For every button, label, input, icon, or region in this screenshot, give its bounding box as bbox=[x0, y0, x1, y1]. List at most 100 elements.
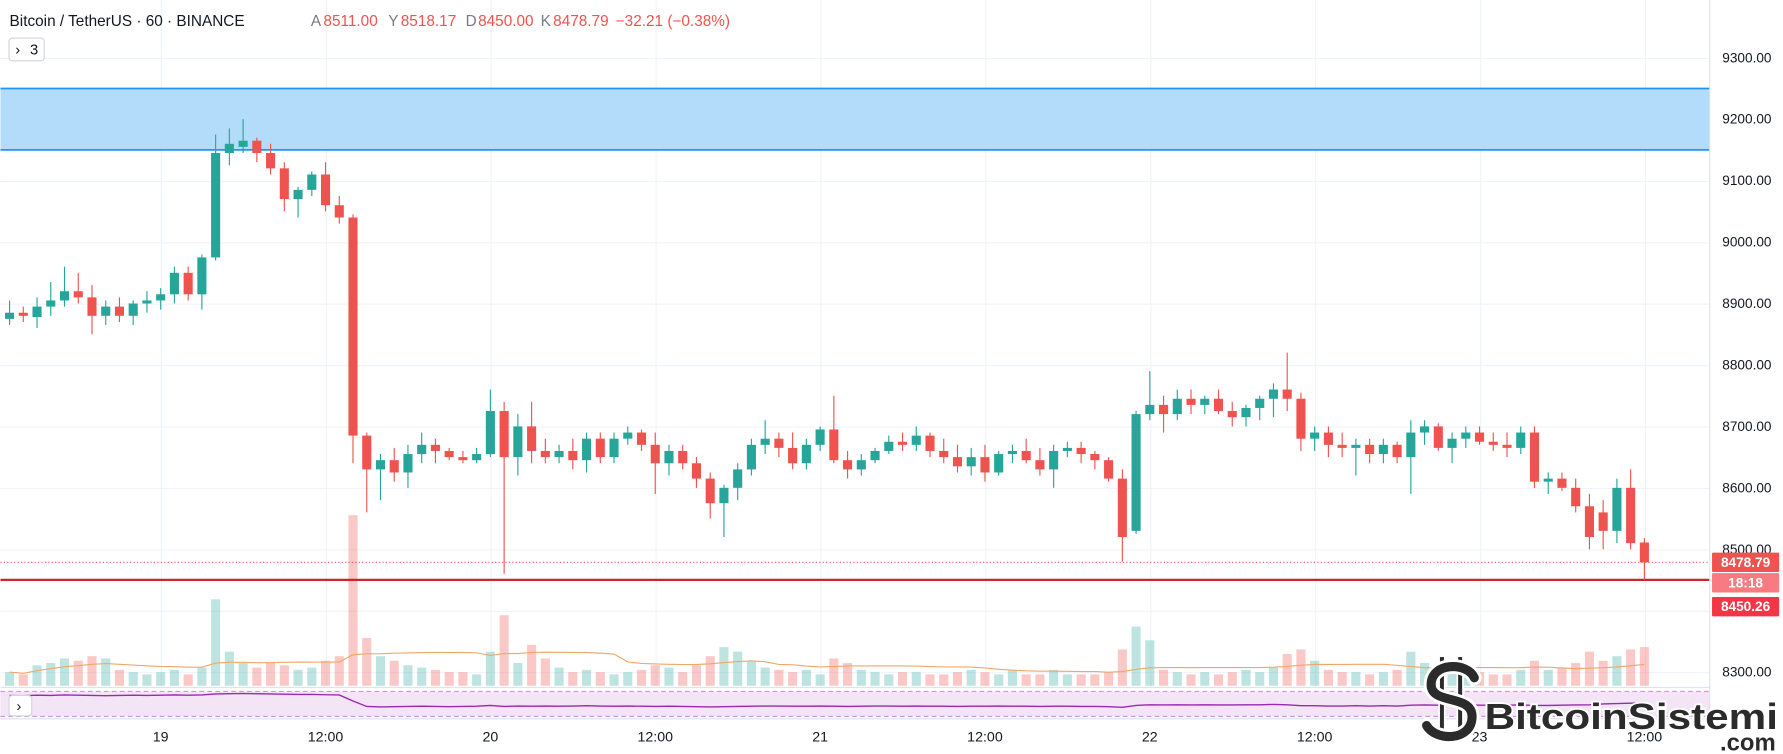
candle-body bbox=[1159, 404, 1169, 415]
close-label: K bbox=[541, 13, 552, 30]
volume-bar bbox=[1310, 660, 1320, 686]
indicator-band bbox=[0, 691, 1710, 717]
volume-bar bbox=[1021, 674, 1031, 686]
price-lines[interactable] bbox=[0, 561, 1710, 581]
symbol-legend[interactable]: Bitcoin / TetherUS · 60 · BINANCE A 8511… bbox=[10, 13, 730, 30]
price-tick-label: 8700.00 bbox=[1722, 419, 1772, 434]
volume-bar bbox=[1296, 649, 1306, 686]
candle-body bbox=[1131, 414, 1141, 531]
candle-body bbox=[1543, 478, 1553, 482]
candle-body bbox=[746, 444, 756, 470]
candle-body bbox=[939, 450, 949, 458]
candle-body bbox=[870, 450, 880, 461]
resistance-zone-fill[interactable] bbox=[0, 88, 1710, 150]
candle-body bbox=[458, 457, 468, 461]
candle bbox=[458, 450, 468, 464]
volume-bar bbox=[430, 669, 440, 686]
candle bbox=[114, 297, 125, 322]
candle-body bbox=[925, 435, 935, 451]
candle bbox=[1186, 389, 1196, 415]
volume-bar bbox=[705, 656, 715, 686]
candle bbox=[966, 447, 976, 476]
volume-bar bbox=[1007, 669, 1017, 686]
price-axis[interactable] bbox=[1709, 0, 1783, 754]
volume-bar bbox=[197, 667, 207, 686]
price-tick-label: 9200.00 bbox=[1722, 112, 1772, 127]
candle-body bbox=[1557, 478, 1567, 488]
indicator-pane[interactable] bbox=[0, 690, 1710, 718]
volume-bar bbox=[362, 638, 372, 686]
candle-body bbox=[238, 140, 248, 147]
candle bbox=[403, 444, 413, 488]
low-value: 8450.00 bbox=[478, 13, 533, 30]
candle bbox=[1447, 432, 1457, 464]
price-tick-label: 9000.00 bbox=[1722, 235, 1772, 250]
candle-series bbox=[5, 119, 1649, 580]
candle bbox=[870, 447, 880, 464]
symbol-title[interactable]: Bitcoin / TetherUS · 60 · BINANCE bbox=[10, 13, 245, 30]
volume-bar bbox=[884, 674, 894, 686]
volume-bar bbox=[472, 674, 482, 686]
volume-bar bbox=[636, 669, 647, 686]
candle bbox=[1598, 500, 1608, 550]
candle bbox=[101, 300, 111, 326]
candle bbox=[788, 432, 798, 470]
candle-body bbox=[1420, 426, 1430, 433]
candle-body bbox=[513, 426, 523, 458]
candle-body bbox=[1392, 444, 1402, 458]
volume-bar bbox=[1351, 672, 1361, 686]
volume-bar bbox=[554, 667, 564, 686]
volume-bar bbox=[59, 658, 70, 686]
volume-bar bbox=[1337, 672, 1347, 686]
volume-bar bbox=[307, 667, 317, 686]
candle-body bbox=[375, 460, 386, 470]
time-tick-label: 12:00 bbox=[637, 729, 673, 745]
candle bbox=[829, 395, 839, 464]
support-line-tag: 8450.26 bbox=[1721, 599, 1771, 614]
candle-body bbox=[1598, 512, 1608, 531]
volume-bar bbox=[142, 674, 152, 686]
candle-body bbox=[499, 411, 509, 458]
legend-toggle-button[interactable]: › 3 bbox=[8, 37, 45, 62]
candle bbox=[1227, 401, 1237, 427]
candle-body bbox=[252, 140, 262, 153]
candle-body bbox=[1186, 398, 1196, 405]
volume-bar bbox=[1049, 669, 1059, 686]
candle bbox=[307, 171, 317, 196]
candle-body bbox=[403, 454, 413, 473]
candle-body bbox=[18, 312, 28, 316]
candle-body bbox=[279, 168, 289, 200]
volume-bar bbox=[856, 669, 866, 686]
candle bbox=[59, 266, 70, 307]
candle bbox=[197, 254, 207, 310]
volume-bar bbox=[1035, 674, 1045, 686]
candle-body bbox=[444, 450, 454, 458]
resistance-zone[interactable] bbox=[0, 87, 1710, 151]
price-tick-label: 8600.00 bbox=[1722, 480, 1772, 495]
candle bbox=[1639, 538, 1649, 580]
volume-bar bbox=[650, 665, 660, 686]
volume-bar bbox=[582, 669, 592, 686]
volume-bar bbox=[980, 672, 990, 686]
candle bbox=[46, 282, 56, 316]
candle bbox=[444, 447, 454, 461]
volume-bar bbox=[1461, 674, 1471, 686]
volume-bar bbox=[279, 665, 289, 686]
candle bbox=[678, 444, 688, 470]
candle bbox=[1268, 383, 1279, 418]
volume-bar bbox=[609, 674, 619, 686]
volume-bar bbox=[527, 644, 537, 686]
volume-bar bbox=[128, 672, 138, 686]
bitcoinsistemi-watermark: BitcoinSistemi .com bbox=[1419, 655, 1780, 754]
candle-body bbox=[266, 152, 276, 169]
volume-bar bbox=[788, 672, 798, 686]
candle bbox=[238, 119, 248, 153]
indicator-toggle-button[interactable]: › bbox=[8, 694, 33, 717]
candle-body bbox=[1007, 450, 1017, 455]
candle bbox=[1145, 371, 1155, 421]
candle bbox=[1420, 420, 1430, 445]
candle bbox=[1062, 441, 1072, 458]
volume-bar bbox=[1090, 674, 1100, 686]
candle bbox=[32, 297, 42, 329]
